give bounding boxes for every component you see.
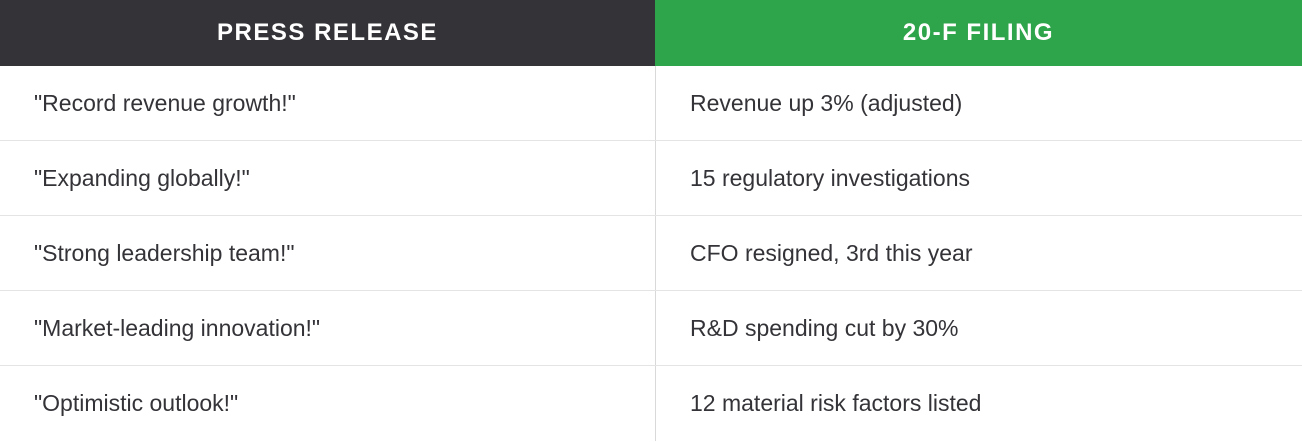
filing-cell: 12 material risk factors listed — [655, 366, 1302, 441]
press-release-cell: "Market-leading innovation!" — [34, 314, 321, 341]
table-header-row: PRESS RELEASE 20-F FILING — [0, 0, 1302, 66]
filing-cell: 15 regulatory investigations — [655, 141, 1302, 215]
press-release-cell: "Record revenue growth!" — [34, 89, 296, 116]
header-press-release: PRESS RELEASE — [0, 0, 655, 66]
table-row: "Optimistic outlook!" 12 material risk f… — [0, 366, 1302, 441]
table-row: "Record revenue growth!" Revenue up 3% (… — [0, 66, 1302, 141]
filing-cell: CFO resigned, 3rd this year — [655, 216, 1302, 290]
press-release-cell: "Optimistic outlook!" — [34, 390, 239, 416]
filing-cell: R&D spending cut by 30% — [655, 291, 1302, 365]
table-row: "Expanding globally!" 15 regulatory inve… — [0, 141, 1302, 216]
table-row: "Strong leadership team!" CFO resigned, … — [0, 216, 1302, 291]
filing-cell: Revenue up 3% (adjusted) — [655, 66, 1302, 140]
press-release-cell: "Expanding globally!" — [34, 164, 250, 191]
header-20f-filing: 20-F FILING — [655, 0, 1302, 66]
table-row: "Market-leading innovation!" R&D spendin… — [0, 291, 1302, 366]
press-release-cell: "Strong leadership team!" — [34, 239, 295, 266]
